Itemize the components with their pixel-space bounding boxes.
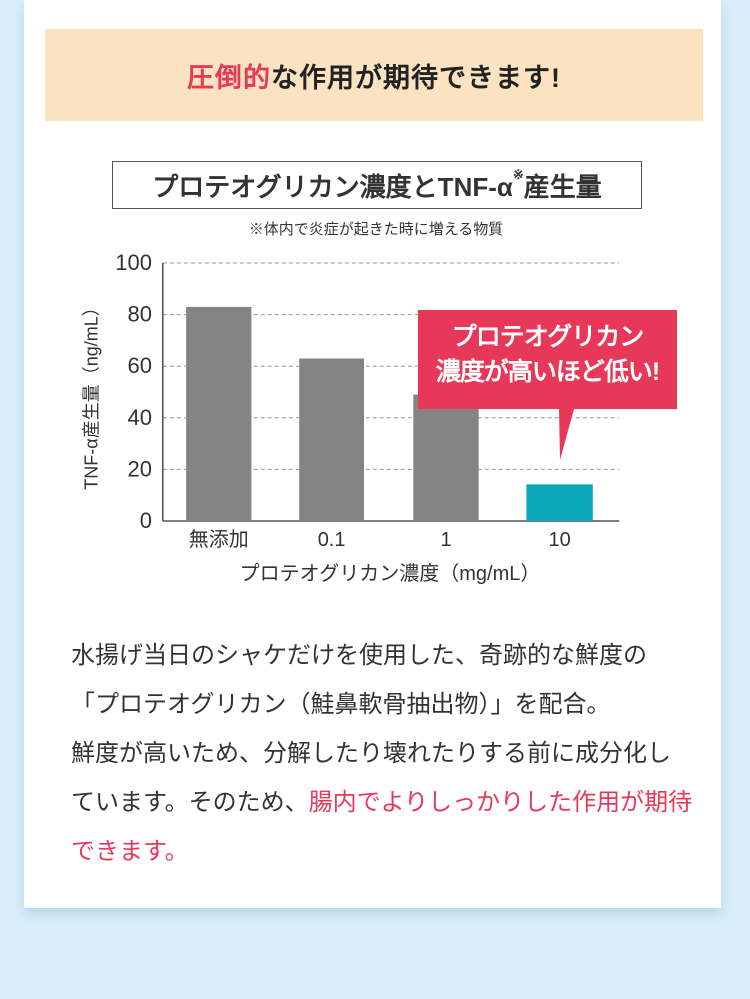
svg-text:0.1: 0.1 [318, 529, 346, 551]
svg-text:プロテオグリカン濃度（mg/mL）: プロテオグリカン濃度（mg/mL） [240, 562, 541, 585]
svg-text:10: 10 [548, 529, 570, 551]
svg-text:無添加: 無添加 [189, 528, 249, 551]
svg-text:0: 0 [140, 508, 152, 533]
svg-text:100: 100 [115, 250, 152, 275]
svg-text:1: 1 [440, 529, 451, 551]
svg-text:40: 40 [128, 405, 152, 430]
svg-text:60: 60 [128, 353, 152, 378]
svg-text:20: 20 [128, 456, 152, 481]
svg-text:80: 80 [128, 302, 152, 327]
